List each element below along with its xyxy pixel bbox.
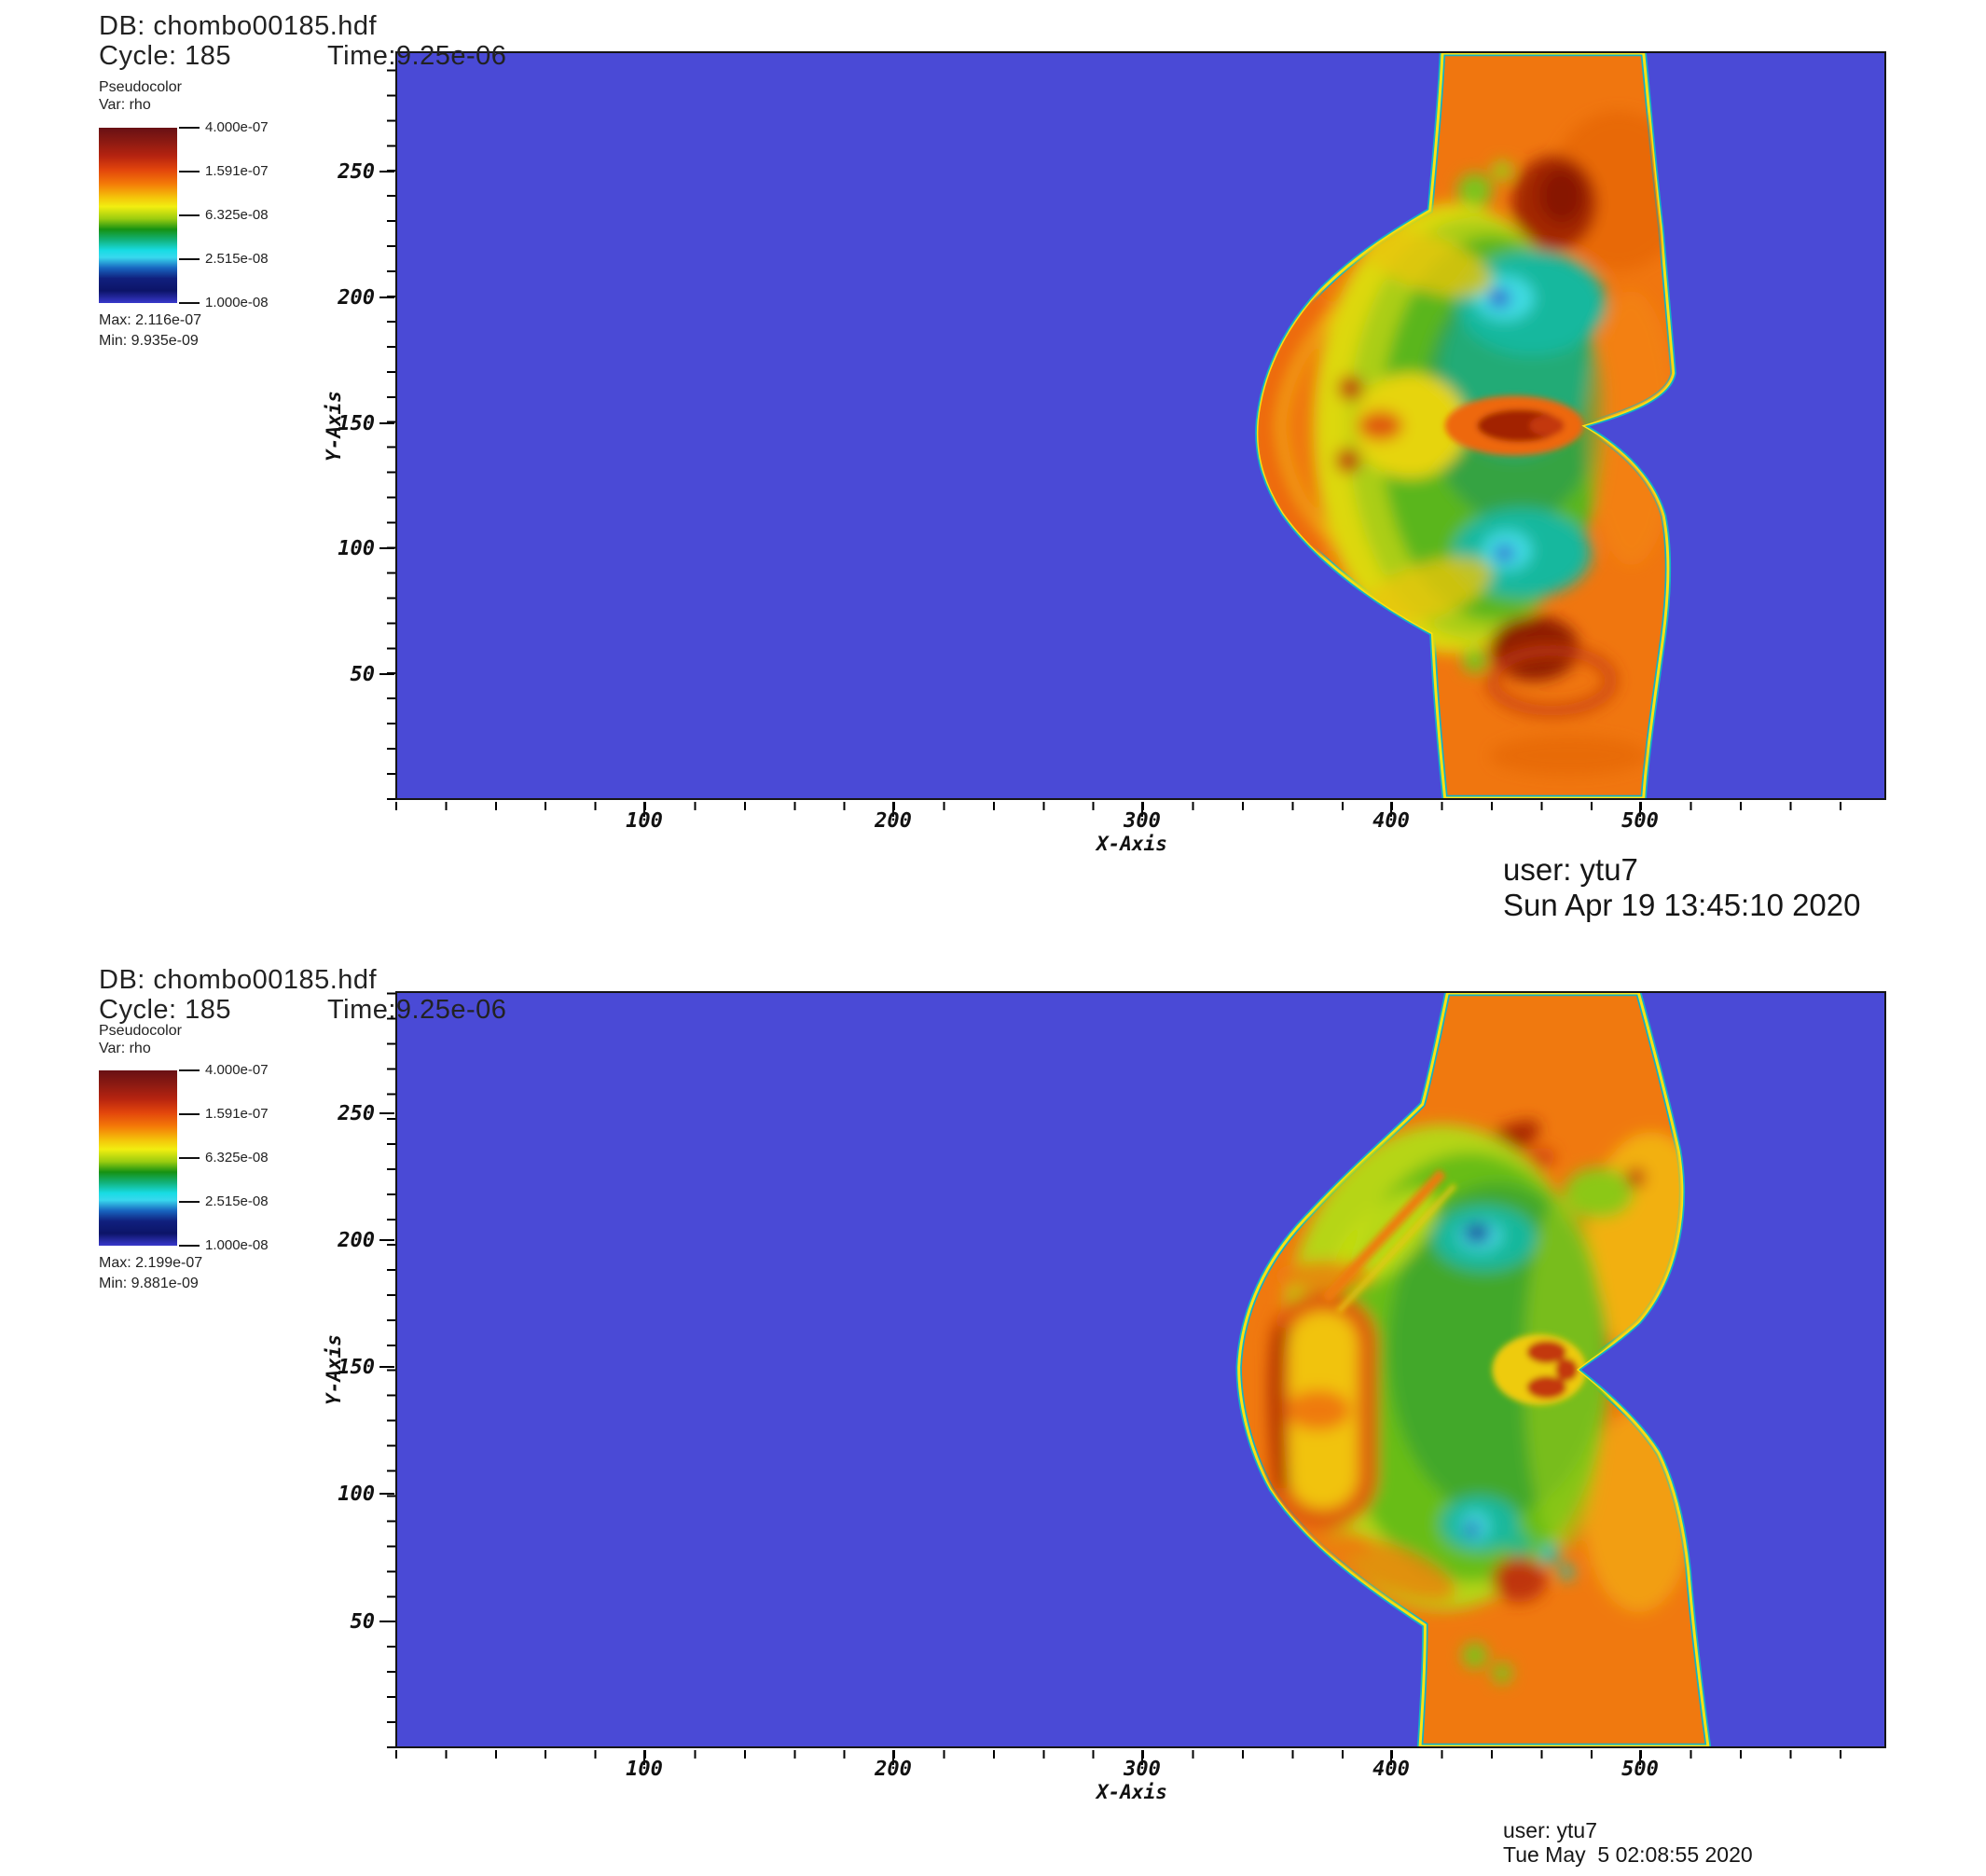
x-axis-major-tick [1639,802,1641,817]
legend-min-label: Min: 9.935e-09 [99,333,199,349]
y-axis-major-tick [379,1493,394,1495]
x-axis-major-tick [1141,802,1143,817]
legend-max-label: Max: 2.199e-07 [99,1255,203,1271]
colorbar-tick [179,258,200,260]
colorbar-tick [179,302,200,304]
x-tick-label: 400 [1372,1758,1410,1781]
colorbar-tick [179,171,200,172]
x-axis-minor-ticks [395,1750,1886,1759]
x-tick-label: 500 [1621,1758,1659,1781]
db-label: DB: chombo00185.hdf [99,11,378,41]
legend-var-label: Var: rho [99,1041,151,1056]
legend-var-label: Var: rho [99,97,151,113]
legend-type-label: Pseudocolor [99,1023,182,1039]
cycle-label: Cycle: 185 [99,995,232,1025]
y-axis-major-tick [379,1112,394,1114]
y-axis-minor-ticks [387,51,395,800]
colorbar-label: 4.000e-07 [205,119,269,135]
y-axis-minor-ticks [387,991,395,1748]
x-axis-major-tick [1141,1750,1143,1765]
x-axis-major-tick [643,802,645,817]
legend-min-label: Min: 9.881e-09 [99,1276,199,1291]
y-tick-label: 250 [338,1102,375,1125]
y-axis-title: Y-Axis [323,391,345,462]
colorbar-tick [179,1069,200,1071]
x-axis-major-tick [1390,802,1392,817]
x-tick-label: 100 [626,1758,663,1781]
pseudocolor-field [397,993,1884,1746]
cycle-label: Cycle: 185 [99,41,232,71]
x-axis-title: X-Axis [1096,1781,1167,1803]
y-tick-label: 150 [338,1356,375,1379]
x-tick-label: 300 [1124,809,1161,833]
x-tick-label: 100 [626,809,663,833]
x-axis-major-tick [1639,1750,1641,1765]
colorbar-label: 1.591e-07 [205,163,269,179]
y-tick-label: 100 [338,537,375,560]
time-label: Time:9.25e-06 [327,41,507,71]
y-tick-label: 100 [338,1483,375,1506]
y-axis-major-tick [379,171,394,172]
plot-viewport[interactable] [395,991,1886,1748]
colorbar-label: 1.000e-08 [205,1237,269,1253]
colorbar-label: 2.515e-08 [205,251,269,267]
colorbar-label: 1.591e-07 [205,1106,269,1122]
y-tick-label: 250 [338,160,375,184]
y-tick-label: 200 [338,1229,375,1252]
x-tick-label: 300 [1124,1758,1161,1781]
y-tick-label: 200 [338,286,375,310]
colorbar-tick [179,1245,200,1247]
x-tick-label: 200 [875,1758,912,1781]
colorbar-tick [179,1113,200,1115]
colorbar [99,128,177,303]
colorbar-label: 4.000e-07 [205,1062,269,1078]
y-axis-major-tick [379,673,394,675]
y-tick-label: 150 [338,412,375,435]
y-tick-label: 50 [350,663,376,686]
x-axis-title: X-Axis [1096,833,1167,855]
y-axis-major-tick [379,1239,394,1241]
y-axis-title: Y-Axis [323,1334,345,1405]
colorbar-label: 6.325e-08 [205,1150,269,1166]
colorbar-label: 1.000e-08 [205,295,269,310]
time-label: Time:9.25e-06 [327,995,507,1025]
legend-type-label: Pseudocolor [99,79,182,95]
colorbar-tick [179,214,200,216]
colorbar-tick [179,1201,200,1203]
pseudocolor-field [397,53,1884,798]
x-tick-label: 500 [1621,809,1659,833]
date-annotation: Sun Apr 19 13:45:10 2020 [1503,888,1861,922]
x-axis-major-tick [892,802,894,817]
figure-top: DB: chombo00185.hdf Cycle: 185 Time:9.25… [99,11,1886,922]
colorbar-label: 6.325e-08 [205,207,269,223]
colorbar-tick [179,127,200,129]
y-axis-major-tick [379,422,394,424]
legend-max-label: Max: 2.116e-07 [99,312,201,328]
y-axis-major-tick [379,1366,394,1368]
y-axis-major-tick [379,1621,394,1622]
colorbar [99,1070,177,1246]
user-annotation: user: ytu7 [1503,1818,1597,1842]
date-annotation: Tue May 5 02:08:55 2020 [1503,1842,1753,1867]
y-axis-major-tick [379,297,394,298]
x-axis-major-tick [1390,1750,1392,1765]
user-annotation: user: ytu7 [1503,852,1638,887]
plot-viewport[interactable] [395,51,1886,800]
colorbar-tick [179,1157,200,1159]
x-axis-major-tick [643,1750,645,1765]
x-tick-label: 200 [875,809,912,833]
y-tick-label: 50 [350,1610,376,1634]
colorbar-label: 2.515e-08 [205,1193,269,1209]
x-axis-major-tick [892,1750,894,1765]
x-tick-label: 400 [1372,809,1410,833]
x-axis-minor-ticks [395,802,1886,810]
db-label: DB: chombo00185.hdf [99,965,378,995]
y-axis-major-tick [379,547,394,549]
